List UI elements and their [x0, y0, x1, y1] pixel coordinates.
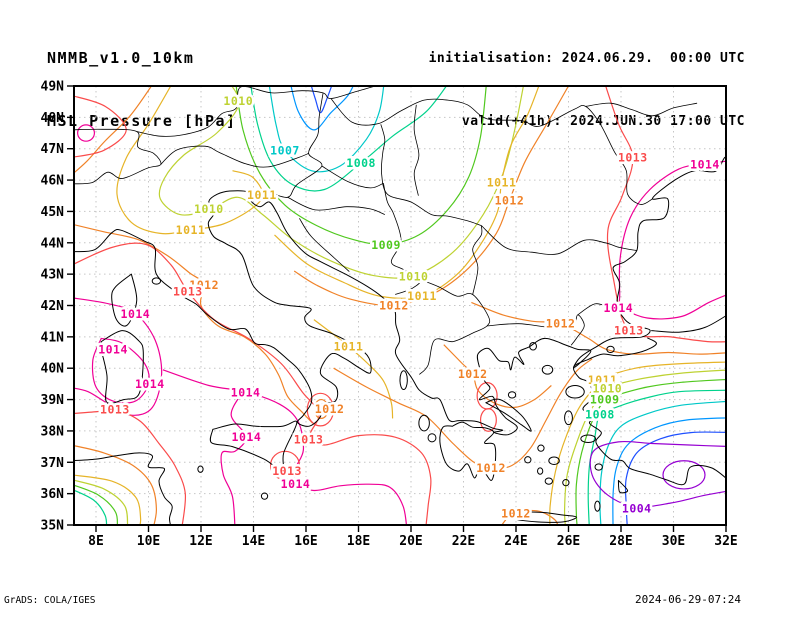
svg-text:43N: 43N [41, 268, 65, 283]
svg-text:14E: 14E [242, 534, 265, 549]
svg-text:1012: 1012 [315, 402, 345, 416]
svg-text:41N: 41N [41, 330, 65, 345]
svg-text:40N: 40N [41, 362, 65, 377]
svg-text:39N: 39N [41, 393, 65, 408]
svg-text:1014: 1014 [98, 342, 128, 356]
svg-text:1013: 1013 [294, 433, 324, 447]
svg-text:1010: 1010 [223, 94, 253, 108]
svg-text:1014: 1014 [232, 430, 262, 444]
svg-text:1004: 1004 [622, 502, 652, 516]
svg-text:1012: 1012 [379, 298, 409, 312]
svg-text:1010: 1010 [592, 381, 622, 395]
svg-text:28E: 28E [609, 534, 632, 549]
svg-text:1014: 1014 [604, 301, 634, 315]
svg-text:1011: 1011 [176, 223, 206, 237]
plot-timestamp: 2024-06-29-07:24 [635, 593, 741, 606]
svg-text:1014: 1014 [231, 386, 261, 400]
svg-text:36N: 36N [41, 487, 65, 502]
svg-text:1011: 1011 [247, 188, 277, 202]
svg-text:1014: 1014 [135, 377, 165, 391]
header-right: initialisation: 2024.06.29. 00:00 UTC va… [429, 6, 745, 174]
svg-text:12E: 12E [189, 534, 212, 549]
svg-text:20E: 20E [399, 534, 422, 549]
svg-text:30E: 30E [662, 534, 685, 549]
svg-text:1013: 1013 [614, 324, 644, 338]
svg-text:35N: 35N [41, 518, 65, 533]
svg-text:46N: 46N [41, 174, 65, 189]
svg-text:45N: 45N [41, 205, 65, 220]
svg-text:1014: 1014 [281, 477, 311, 491]
field-title: MSL Pressure [hPa] [47, 112, 237, 130]
svg-text:16E: 16E [294, 534, 317, 549]
svg-text:1009: 1009 [371, 238, 401, 252]
svg-text:1007: 1007 [270, 143, 300, 157]
svg-text:1008: 1008 [585, 408, 615, 422]
svg-text:26E: 26E [557, 534, 580, 549]
svg-text:47N: 47N [41, 142, 65, 157]
svg-text:1011: 1011 [487, 176, 517, 190]
svg-text:1012: 1012 [501, 506, 531, 520]
svg-text:1013: 1013 [173, 285, 203, 299]
model-name: NMMB_v1.0_10km [47, 49, 195, 67]
svg-text:1012: 1012 [546, 317, 576, 331]
svg-text:8E: 8E [88, 534, 104, 549]
svg-text:42N: 42N [41, 299, 65, 314]
svg-text:1011: 1011 [588, 373, 618, 387]
svg-text:1012: 1012 [476, 461, 506, 475]
svg-text:1011: 1011 [334, 339, 364, 353]
svg-text:38N: 38N [41, 424, 65, 439]
svg-text:1010: 1010 [399, 269, 429, 283]
svg-text:22E: 22E [452, 534, 475, 549]
svg-text:1011: 1011 [407, 289, 437, 303]
svg-text:24E: 24E [504, 534, 527, 549]
svg-text:1010: 1010 [194, 202, 224, 216]
grads-credit: GrADS: COLA/IGES [4, 595, 96, 606]
header-left: NMMB_v1.0_10km MSL Pressure [hPa] [47, 6, 237, 174]
svg-text:37N: 37N [41, 456, 65, 471]
svg-text:1014: 1014 [690, 157, 720, 171]
svg-text:1013: 1013 [272, 464, 302, 478]
svg-text:1012: 1012 [495, 193, 525, 207]
valid-time-label: valid(+41h): 2024.JUN.30 17:00 UTC [461, 114, 745, 129]
svg-text:1014: 1014 [121, 307, 151, 321]
svg-text:1008: 1008 [346, 156, 376, 170]
svg-text:48N: 48N [41, 111, 65, 126]
svg-text:1012: 1012 [189, 278, 219, 292]
svg-text:10E: 10E [137, 534, 160, 549]
svg-text:1012: 1012 [458, 367, 488, 381]
svg-text:1013: 1013 [618, 150, 648, 164]
svg-text:49N: 49N [41, 80, 65, 95]
svg-text:32E: 32E [714, 534, 737, 549]
svg-text:44N: 44N [41, 236, 65, 251]
svg-text:1009: 1009 [590, 393, 620, 407]
svg-text:18E: 18E [347, 534, 370, 549]
svg-text:1013: 1013 [100, 403, 130, 417]
init-time-label: initialisation: 2024.06.29. 00:00 UTC [428, 51, 745, 66]
